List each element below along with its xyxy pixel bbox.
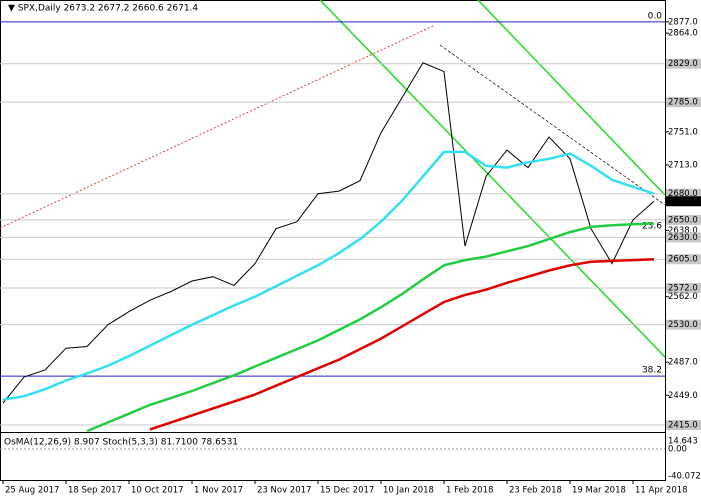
y-tick-label: 2671.4: [668, 197, 698, 207]
price-marker: [666, 196, 701, 207]
osc-tick-label: -40.072: [668, 472, 701, 482]
y-tick-label: 2530.0: [668, 320, 698, 330]
oscillator-title: OsMA(12,26,9) 8.907 Stoch(5,3,3) 81.7100…: [4, 438, 238, 448]
plot-frame: [0, 0, 666, 481]
y-tick-label: 2630.0: [668, 233, 698, 243]
x-tick-label: 1 Feb 2018: [446, 486, 494, 496]
x-tick-label: 19 Mar 2018: [572, 486, 626, 496]
level-marker: [666, 97, 701, 108]
x-tick-label: 15 Dec 2017: [320, 486, 374, 496]
level-marker: [666, 319, 701, 330]
y-tick-label: 2638.0: [668, 226, 698, 236]
y-tick-label: 2713.0: [668, 160, 698, 170]
y-tick-label: 2572.0: [668, 284, 698, 294]
y-tick-label: 2680.0: [668, 189, 698, 199]
y-tick-label: 2650.0: [668, 215, 698, 225]
y-tick-label: 2415.0: [668, 421, 698, 431]
series-line: [86, 222, 655, 433]
series-line: [2, 62, 655, 404]
y-tick-label: 2751.0: [668, 127, 698, 137]
x-tick-label: 23 Feb 2018: [509, 486, 562, 496]
level-marker: [666, 254, 701, 265]
channel-line: [477, 0, 666, 196]
y-tick-label: 2449.0: [668, 391, 698, 401]
osc-tick-label: 0.00: [668, 445, 687, 455]
level-marker: [666, 420, 701, 431]
x-tick-label: 18 Sep 2017: [68, 486, 122, 496]
channel-mid: [439, 44, 666, 206]
level-marker: [666, 214, 701, 225]
x-tick-label: 11 Apr 2018: [635, 486, 688, 496]
level-marker: [666, 232, 701, 243]
fib-label: 38.2: [642, 366, 662, 376]
fib-label: 0.0: [648, 11, 663, 21]
x-tick-label: 10 Oct 2017: [131, 486, 184, 496]
osc-tick-label: 14.643: [668, 437, 698, 447]
y-tick-label: 2829.0: [668, 59, 698, 69]
series-line: [149, 257, 655, 431]
level-marker: [666, 188, 701, 199]
x-tick-label: 10 Jan 2018: [383, 486, 434, 496]
y-tick-label: 2562.0: [668, 292, 698, 302]
x-tick-label: 1 Nov 2017: [194, 486, 243, 496]
chart-header: ▼ SPX,Daily 2673.2 2677.2 2660.6 2671.4: [8, 4, 198, 14]
x-tick-label: 23 Nov 2017: [257, 486, 311, 496]
level-marker: [666, 283, 701, 293]
y-tick-label: 2877.0: [668, 17, 698, 27]
series-line: [2, 150, 655, 401]
fib-label: 23.6: [642, 222, 662, 232]
level-marker: [666, 58, 701, 69]
y-tick-label: 2605.0: [668, 255, 698, 265]
y-tick-label: 2864.0: [668, 29, 698, 39]
y-tick-label: 2487.0: [668, 358, 698, 368]
y-tick-label: 2785.0: [668, 98, 698, 108]
x-tick-label: 25 Aug 2017: [5, 486, 59, 496]
channel-line: [319, 0, 666, 358]
